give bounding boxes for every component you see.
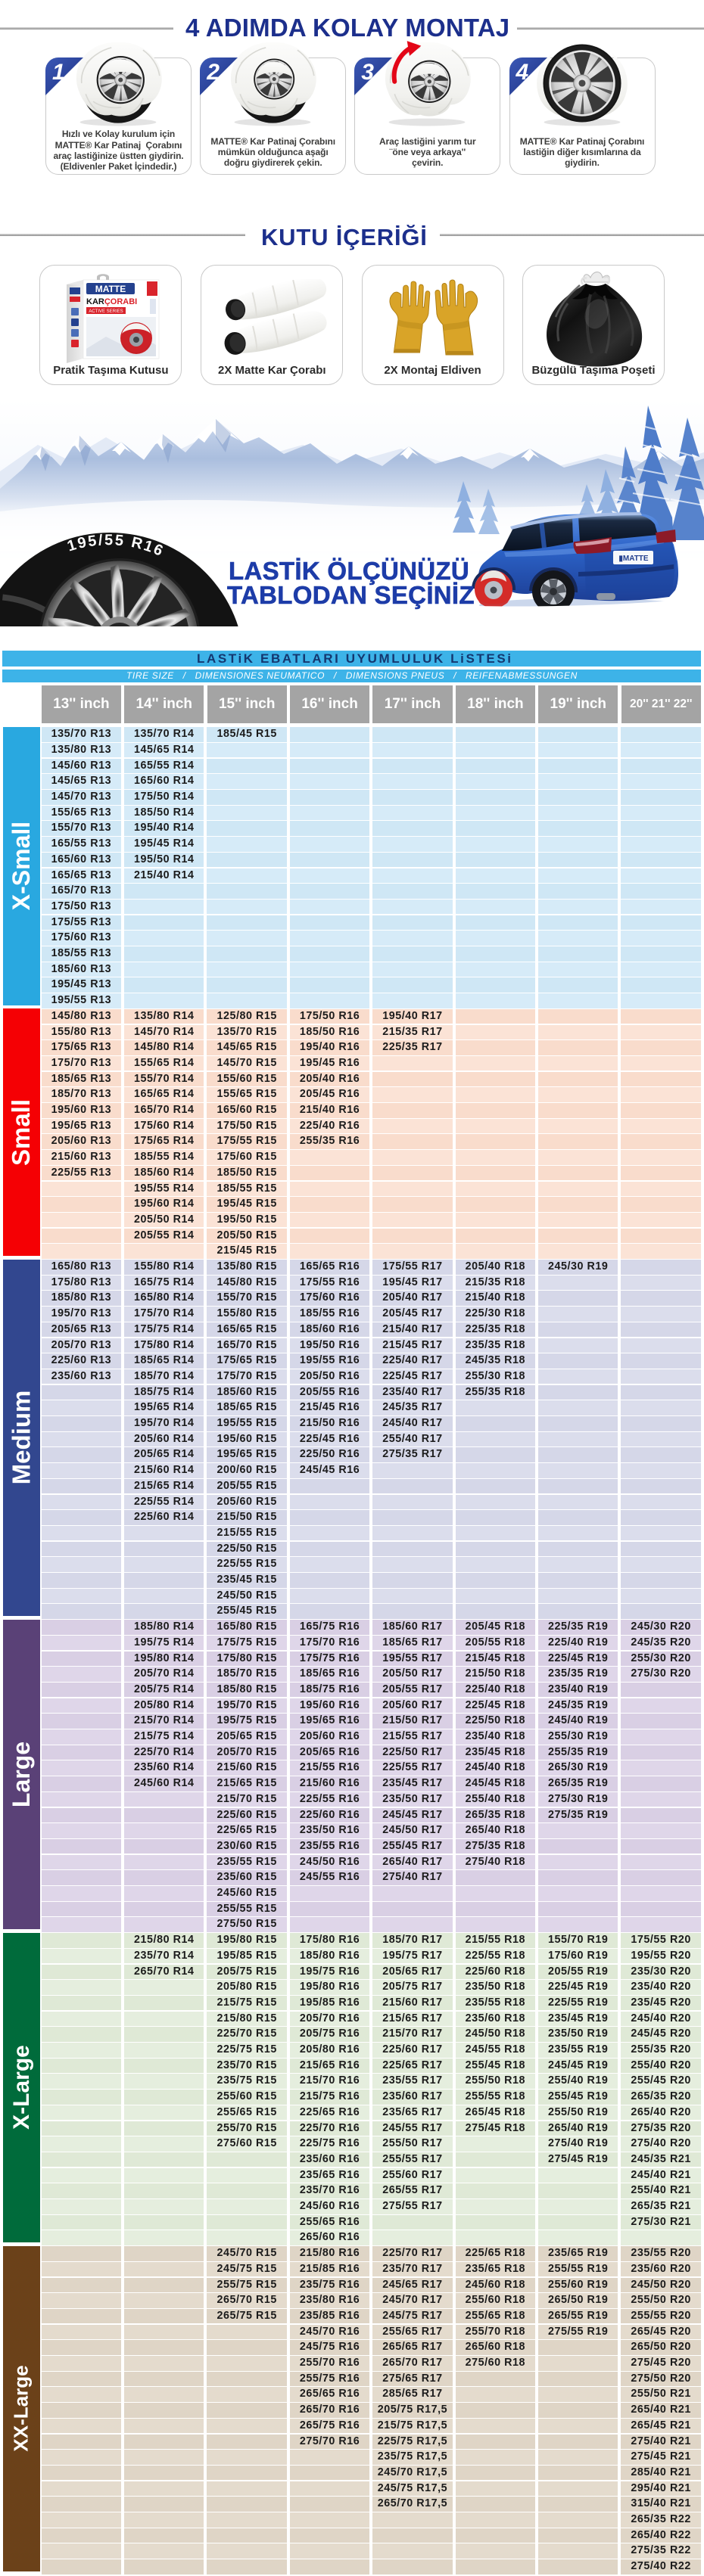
svg-text:▮MATTE: ▮MATTE	[618, 555, 649, 563]
svg-text:ACTIVE SERIES: ACTIVE SERIES	[89, 309, 123, 314]
svg-text:MATTE: MATTE	[95, 284, 126, 294]
svg-text:KARÇORABI: KARÇORABI	[86, 297, 137, 306]
